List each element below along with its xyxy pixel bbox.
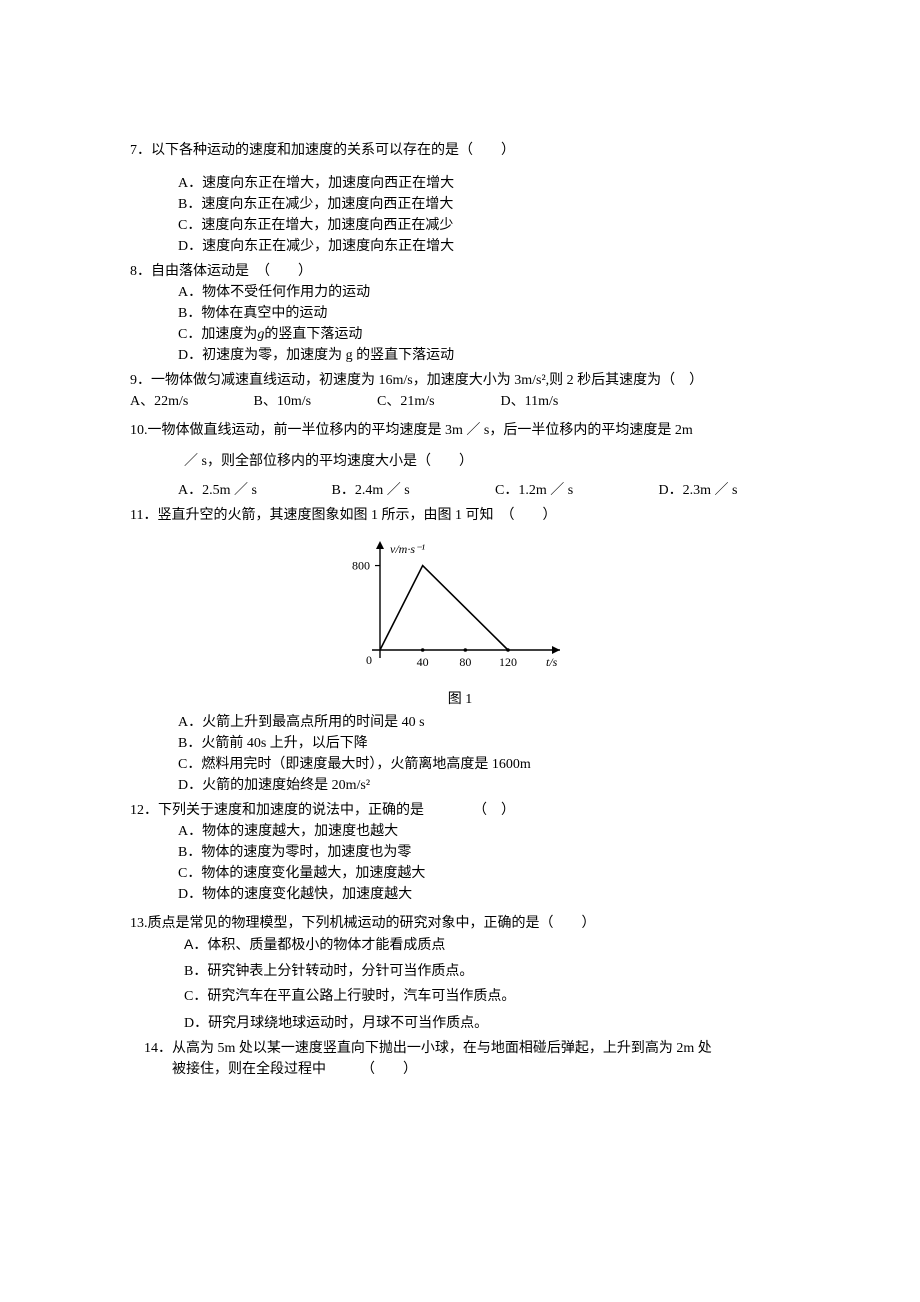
q12-opt-d: D．物体的速度变化越快，加速度越大 (178, 884, 790, 905)
q11-caption: 图 1 (130, 689, 790, 710)
q10-opt-d: D．2.3m ／ s (659, 480, 738, 501)
q12-opt-b: B．物体的速度为零时，加速度也为零 (178, 842, 790, 863)
question-10: 10.一物体做直线运动，前一半位移内的平均速度是 3m ／ s，后一半位移内的平… (130, 420, 790, 501)
q14-l2: 被接住，则在全段过程中 （ ） (144, 1059, 790, 1080)
q10-opt-a: A．2.5m ／ s (178, 480, 328, 501)
q9-opt-d: D、11m/s (501, 391, 621, 412)
q13-title: 13.质点是常见的物理模型，下列机械运动的研究对象中，正确的是（ ） (130, 913, 790, 934)
q9-opt-a: A、22m/s (130, 391, 250, 412)
q13-opt-c: C．研究汽车在平直公路上行驶时，汽车可当作质点。 (184, 986, 790, 1007)
svg-text:80: 80 (459, 655, 471, 669)
svg-text:t/s: t/s (546, 655, 558, 669)
q12-title: 12．下列关于速度和加速度的说法中，正确的是 （ ） (130, 800, 790, 821)
q7-opt-b: B．速度向东正在减少，加速度向西正在增大 (178, 194, 790, 215)
q10-opt-c: C．1.2m ／ s (495, 480, 655, 501)
q11-opt-d: D．火箭的加速度始终是 20m/s² (178, 775, 790, 796)
svg-text:40: 40 (417, 655, 429, 669)
q9-title: 9．一物体做匀减速直线运动，初速度为 16m/s，加速度大小为 3m/s²,则 … (130, 370, 790, 391)
q8-opt-c: C．加速度为g的竖直下落运动 (178, 324, 790, 345)
question-12: 12．下列关于速度和加速度的说法中，正确的是 （ ） A．物体的速度越大，加速度… (130, 800, 790, 905)
q8-opt-b: B．物体在真空中的运动 (178, 303, 790, 324)
q11-opt-c: C．燃料用完时（即速度最大时），火箭离地高度是 1600m (178, 754, 790, 775)
q8-options: A．物体不受任何作用力的运动 B．物体在真空中的运动 C．加速度为g的竖直下落运… (130, 282, 790, 366)
velocity-time-graph: 40 80 120 800 0 v/m·s⁻¹ t/s (330, 530, 590, 680)
q7-title: 7．以下各种运动的速度和加速度的关系可以存在的是（ ） (130, 140, 790, 161)
q13-opt-b: B．研究钟表上分针转动时，分针可当作质点。 (184, 961, 790, 982)
q11-chart: 40 80 120 800 0 v/m·s⁻¹ t/s (130, 530, 790, 687)
svg-text:v/m·s⁻¹: v/m·s⁻¹ (390, 542, 425, 556)
q10-options: A．2.5m ／ s B．2.4m ／ s C．1.2m ／ s D．2.3m … (130, 480, 790, 501)
q11-title: 11．竖直升空的火箭，其速度图象如图 1 所示，由图 1 可知 （ ） (130, 505, 790, 526)
svg-text:0: 0 (366, 653, 372, 667)
question-13: 13.质点是常见的物理模型，下列机械运动的研究对象中，正确的是（ ） A．体积、… (130, 913, 790, 1034)
q10-opt-b: B．2.4m ／ s (332, 480, 492, 501)
q8-opt-d: D．初速度为零，加速度为 g 的竖直下落运动 (178, 345, 790, 366)
q7-opt-a: A．速度向东正在增大，加速度向西正在增大 (178, 173, 790, 194)
q7-opt-d: D．速度向东正在减少，加速度向东正在增大 (178, 236, 790, 257)
q7-options: A．速度向东正在增大，加速度向西正在增大 B．速度向东正在减少，加速度向西正在增… (130, 173, 790, 257)
q13-opt-d: D．研究月球绕地球运动时，月球不可当作质点。 (184, 1013, 790, 1034)
question-9: 9．一物体做匀减速直线运动，初速度为 16m/s，加速度大小为 3m/s²,则 … (130, 370, 790, 412)
q8-opt-a: A．物体不受任何作用力的运动 (178, 282, 790, 303)
q9-opt-c: C、21m/s (377, 391, 497, 412)
q8-c-pre: C．加速度为 (178, 327, 257, 342)
q7-opt-c: C．速度向东正在增大，加速度向西正在减少 (178, 215, 790, 236)
page: 7．以下各种运动的速度和加速度的关系可以存在的是（ ） A．速度向东正在增大，加… (0, 0, 920, 1302)
q13-options: A．体积、质量都极小的物体才能看成质点 B．研究钟表上分针转动时，分针可当作质点… (130, 934, 790, 1034)
q12-opt-c: C．物体的速度变化量越大，加速度越大 (178, 863, 790, 884)
q10-title-l2: ／ s，则全部位移内的平均速度大小是（ ） (130, 451, 790, 472)
q9-opt-b: B、10m/s (254, 391, 374, 412)
svg-text:120: 120 (499, 655, 517, 669)
q8-title: 8．自由落体运动是 （ ） (130, 261, 790, 282)
question-11: 11．竖直升空的火箭，其速度图象如图 1 所示，由图 1 可知 （ ） 40 80… (130, 505, 790, 796)
q9-options: A、22m/s B、10m/s C、21m/s D、11m/s (130, 391, 790, 412)
svg-text:800: 800 (352, 559, 370, 573)
q12-opt-a: A．物体的速度越大，加速度也越大 (178, 821, 790, 842)
q12-options: A．物体的速度越大，加速度也越大 B．物体的速度为零时，加速度也为零 C．物体的… (130, 821, 790, 905)
question-14: 14．从高为 5m 处以某一速度竖直向下抛出一小球，在与地面相碰后弹起，上升到高… (130, 1038, 790, 1080)
q10-title-l1: 10.一物体做直线运动，前一半位移内的平均速度是 3m ／ s，后一半位移内的平… (130, 420, 790, 441)
question-8: 8．自由落体运动是 （ ） A．物体不受任何作用力的运动 B．物体在真空中的运动… (130, 261, 790, 366)
q11-opt-a: A．火箭上升到最高点所用的时间是 40 s (178, 712, 790, 733)
q11-options: A．火箭上升到最高点所用的时间是 40 s B．火箭前 40s 上升，以后下降 … (130, 712, 790, 796)
q13-opt-a: A．体积、质量都极小的物体才能看成质点 (184, 934, 790, 955)
q11-opt-b: B．火箭前 40s 上升，以后下降 (178, 733, 790, 754)
question-7: 7．以下各种运动的速度和加速度的关系可以存在的是（ ） A．速度向东正在增大，加… (130, 140, 790, 257)
q8-c-post: 的竖直下落运动 (264, 327, 362, 342)
q14-l1: 14．从高为 5m 处以某一速度竖直向下抛出一小球，在与地面相碰后弹起，上升到高… (144, 1038, 790, 1059)
